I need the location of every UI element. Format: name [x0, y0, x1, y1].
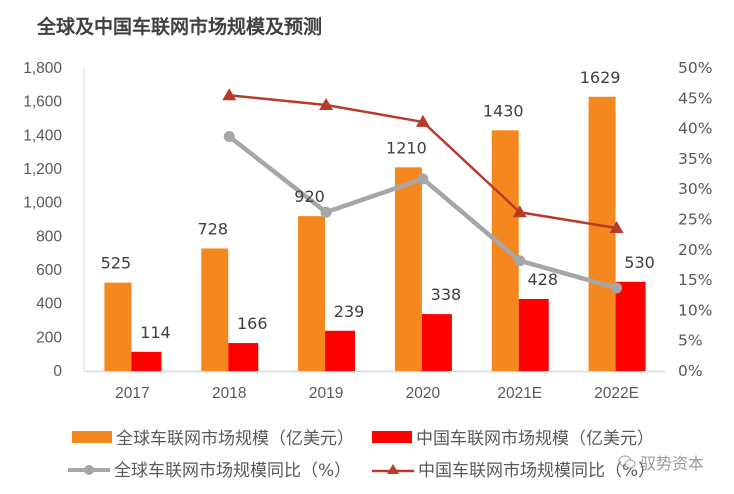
- bar-global: [201, 248, 229, 371]
- legend-swatch-gray-line: [68, 462, 110, 476]
- x-tick-label: 2017: [115, 385, 149, 402]
- data-label: 166: [237, 314, 268, 333]
- y-right-tick-label: 40%: [678, 120, 712, 138]
- y-left-tick-label: 400: [36, 296, 62, 313]
- legend-item-china-bar: 中国车联网市场规模（亿美元）: [372, 424, 654, 449]
- watermark: 驭势资本: [618, 450, 704, 474]
- bar-china: [615, 281, 646, 371]
- circle-marker-icon: [68, 464, 110, 475]
- chart-title: 全球及中国车联网市场规模及预测: [37, 16, 323, 38]
- data-label: 428: [527, 270, 558, 289]
- bar-china: [518, 298, 549, 371]
- x-tick-label: 2021E: [497, 385, 542, 402]
- y-right-tick-label: 25%: [678, 211, 712, 229]
- y-right-tick-label: 5%: [678, 332, 703, 350]
- data-label: 1210: [386, 138, 427, 157]
- legend-item-china-line: 中国车联网市场规模同比（%）: [372, 456, 655, 481]
- bar-china: [131, 351, 162, 371]
- y-left-tick-label: 600: [36, 262, 62, 279]
- point-global-yoy: [417, 173, 429, 185]
- y-right-tick-label: 15%: [678, 271, 712, 289]
- legend-swatch-orange: [72, 430, 112, 443]
- y-left-tick-label: 800: [36, 228, 62, 245]
- y-left-tick-label: 1,000: [23, 195, 62, 212]
- y-right-tick-label: 30%: [678, 180, 712, 198]
- data-label: 530: [624, 253, 655, 272]
- watermark-text: 驭势资本: [640, 454, 705, 473]
- y-left-tick-label: 1,800: [23, 60, 62, 77]
- data-label: 1430: [483, 101, 524, 120]
- legend-label: 全球车联网市场规模（亿美元）: [116, 429, 354, 449]
- data-label: 239: [334, 302, 365, 321]
- point-global-yoy: [514, 255, 526, 267]
- bar-china: [421, 314, 452, 371]
- legend-item-global-line: 全球车联网市场规模同比（%）: [68, 456, 351, 481]
- y-right-tick-label: 20%: [678, 241, 712, 259]
- bar-china: [228, 343, 259, 371]
- x-tick-label: 2020: [406, 385, 441, 402]
- point-china-yoy: [222, 88, 237, 101]
- legend-swatch-red: [372, 430, 412, 443]
- x-tick-label: 2018: [212, 385, 246, 402]
- data-label: 525: [101, 254, 132, 273]
- data-label: 920: [294, 187, 325, 206]
- bar-global: [394, 167, 422, 371]
- y-left-tick-label: 200: [36, 329, 62, 346]
- point-china-yoy: [609, 220, 624, 233]
- y-right-tick-label: 10%: [678, 301, 712, 319]
- x-tick-label: 2019: [309, 385, 343, 402]
- y-left-tick-label: 1,200: [23, 161, 62, 178]
- x-tick-label: 2022E: [594, 385, 639, 402]
- y-left-tick-label: 0: [53, 363, 62, 380]
- legend-label: 全球车联网市场规模同比（%）: [114, 461, 352, 481]
- bar-global: [298, 216, 326, 371]
- line-global-yoy: [227, 134, 618, 291]
- bar-global: [104, 282, 132, 371]
- point-china-yoy: [512, 205, 527, 218]
- y-right-tick-label: 50%: [678, 59, 712, 77]
- legend-label: 中国车联网市场规模（亿美元）: [416, 429, 654, 449]
- bar-china: [325, 330, 356, 371]
- legend-swatch-red-line: [372, 462, 414, 476]
- data-label: 114: [140, 323, 171, 342]
- data-label: 728: [197, 219, 228, 238]
- wechat-icon: [618, 455, 636, 469]
- bar-global: [588, 96, 616, 371]
- data-label: 338: [431, 285, 462, 304]
- y-right-tick-label: 35%: [678, 150, 712, 168]
- point-china-yoy: [319, 97, 334, 110]
- y-right-tick-label: 45%: [678, 89, 712, 107]
- point-global-yoy: [320, 206, 332, 218]
- triangle-marker-icon: [372, 463, 414, 474]
- data-label: 1629: [580, 68, 621, 87]
- point-global-yoy: [223, 130, 235, 142]
- point-china-yoy: [415, 114, 430, 127]
- legend-item-global-bar: 全球车联网市场规模（亿美元）: [72, 424, 354, 449]
- y-right-tick-label: 0%: [678, 362, 703, 380]
- point-global-yoy: [611, 282, 623, 294]
- y-left-tick-label: 1,600: [23, 94, 62, 111]
- legend-label: 中国车联网市场规模同比（%）: [418, 461, 656, 481]
- y-left-tick-label: 1,400: [23, 127, 62, 144]
